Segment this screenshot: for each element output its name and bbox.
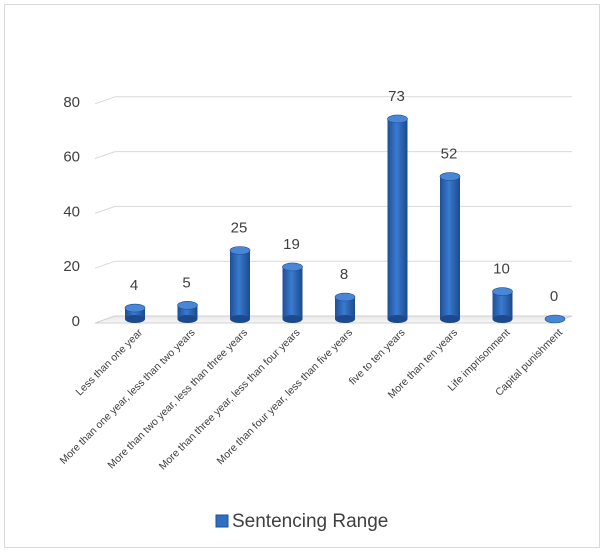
bar-top — [124, 303, 146, 313]
gridline-connector — [94, 96, 116, 105]
bar-top — [544, 314, 566, 324]
legend: Sentencing Range — [215, 511, 388, 532]
bar-base — [335, 315, 355, 323]
bar — [387, 114, 408, 323]
data-label: 52 — [441, 146, 458, 163]
bar — [229, 246, 251, 323]
bar — [282, 262, 303, 323]
y-axis-ticks: 0 20 40 60 80 — [63, 94, 80, 330]
bar-top — [229, 246, 251, 255]
bar-top — [334, 292, 356, 302]
bar — [124, 303, 146, 323]
data-label: 8 — [340, 266, 348, 283]
bar-base — [492, 315, 513, 323]
bar-base — [387, 315, 408, 323]
legend-label: Sentencing Range — [232, 511, 388, 532]
y-tick-label: 40 — [63, 203, 80, 220]
data-label: 73 — [388, 88, 405, 105]
data-label: 5 — [182, 274, 190, 291]
gridlines — [94, 96, 572, 324]
data-label: 19 — [283, 236, 300, 253]
bar-base — [125, 315, 145, 323]
y-tick-label: 0 — [72, 313, 80, 330]
y-tick-label: 60 — [63, 149, 80, 166]
data-labels: 4 5 25 19 8 73 52 10 0 — [130, 88, 558, 305]
bars — [124, 114, 566, 324]
data-label: 4 — [130, 277, 138, 294]
bar — [177, 300, 198, 323]
bar-body — [230, 250, 250, 319]
gridline-connector — [94, 260, 116, 269]
y-tick-label: 80 — [63, 94, 80, 111]
bar — [544, 314, 566, 324]
y-tick-label: 20 — [63, 258, 80, 275]
data-label: 0 — [550, 288, 558, 305]
bar — [492, 287, 513, 323]
bar-body — [282, 266, 303, 319]
bar-base — [230, 315, 250, 323]
chart-frame: 0 20 40 60 80 Less than one year More than on… — [4, 4, 600, 548]
bar-base — [440, 315, 460, 323]
bar-body — [492, 291, 513, 319]
bar-body — [387, 118, 408, 319]
bar-base — [282, 315, 303, 323]
bar-top — [439, 172, 461, 181]
data-label: 10 — [493, 261, 510, 278]
gridline-connector — [94, 205, 116, 214]
bar-body — [335, 297, 355, 319]
bar-top — [177, 300, 198, 310]
bar-body — [440, 176, 460, 319]
bar-top — [387, 114, 408, 124]
gridline-connector — [94, 151, 116, 160]
legend-swatch-icon — [215, 514, 229, 528]
data-label: 25 — [231, 220, 248, 237]
bar-base — [177, 315, 198, 323]
bar-top — [492, 287, 513, 296]
bar — [439, 172, 461, 323]
bar — [334, 292, 356, 323]
bar-body — [125, 308, 145, 319]
bar-top — [282, 262, 303, 272]
